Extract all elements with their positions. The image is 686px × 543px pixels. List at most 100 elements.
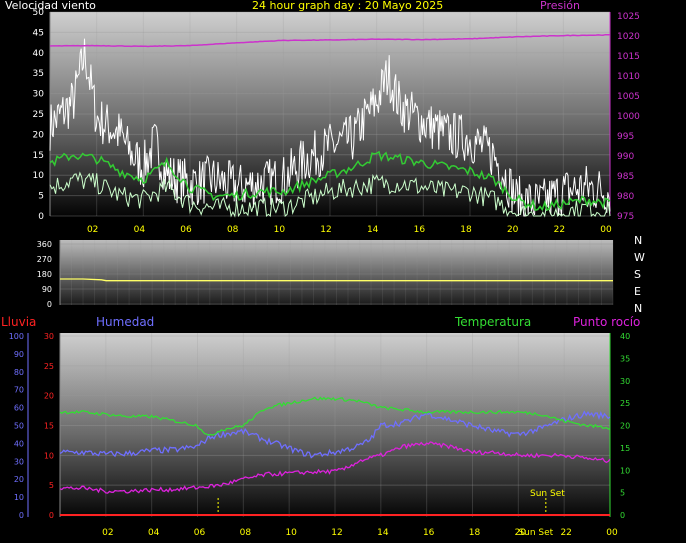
pressure-y-tick: 1015 (617, 52, 640, 62)
climate-x-tick: 10 (285, 528, 297, 538)
direction-letter: E (634, 285, 641, 298)
wind-x-tick: 04 (134, 225, 146, 235)
pressure-y-tick: 1010 (617, 72, 640, 82)
climate-x-tick: 12 (331, 528, 342, 538)
wind-x-tick: 22 (554, 225, 565, 235)
wind-y-tick: 5 (38, 192, 44, 202)
sunset-label: Sun Set (530, 489, 565, 499)
wind-x-tick: 10 (274, 225, 286, 235)
wind-x-tick: 00 (600, 225, 612, 235)
wind-y-tick: 15 (33, 151, 44, 161)
chart-title: 24 hour graph day : 20 Mayo 2025 (252, 0, 444, 12)
climate-x-tick: 02 (102, 528, 113, 538)
tick-labels: 0510152025303540455097598098599099510001… (9, 8, 645, 538)
wind-series (49, 33, 611, 218)
climate-x-tick: 04 (148, 528, 160, 538)
humedad-y-tick: 10 (44, 451, 54, 460)
pressure-y-tick: 1020 (617, 32, 640, 42)
lluvia-y-tick: 100 (9, 332, 24, 341)
direction-series (60, 278, 613, 282)
wind-x-tick: 20 (507, 225, 519, 235)
wind-y-tick: 50 (33, 8, 45, 18)
wind-x-tick: 14 (367, 225, 379, 235)
pressure-y-tick: 995 (617, 132, 634, 142)
climate-x-tick: 00 (606, 528, 618, 538)
temperatura-y-tick: 30 (620, 377, 630, 386)
lluvia-y-tick: 10 (14, 493, 24, 502)
wind-avg-series (49, 150, 611, 212)
wind-y-tick: 30 (33, 90, 45, 100)
temperatura-y-tick: 15 (620, 444, 630, 453)
climate-panel-bg (60, 333, 610, 517)
climate-series (59, 396, 611, 517)
climate-x-tick: 08 (240, 528, 252, 538)
humedad-series (59, 410, 611, 459)
climate-x-tick: 14 (377, 528, 389, 538)
punto-rocio-label: Punto rocío (573, 315, 641, 329)
lluvia-label: Lluvia (1, 315, 37, 329)
direction-series (60, 278, 613, 282)
direction-y-tick: 90 (42, 285, 52, 294)
temperatura-y-tick: 5 (620, 489, 625, 498)
direction-y-tick: 180 (37, 270, 52, 279)
lluvia-y-tick: 30 (14, 457, 24, 466)
humedad-y-tick: 0 (49, 511, 54, 520)
temperatura-y-tick: 0 (620, 511, 625, 520)
direction-letter: S (634, 268, 641, 281)
direction-letter: W (634, 251, 645, 264)
wind-x-tick: 18 (460, 225, 472, 235)
wind-x-tick: 08 (227, 225, 239, 235)
temperatura-y-tick: 10 (620, 466, 630, 475)
temperatura-y-tick: 20 (620, 422, 630, 431)
wind-y-tick: 25 (33, 110, 44, 120)
lluvia-y-tick: 80 (14, 368, 24, 377)
lluvia-y-tick: 0 (19, 511, 24, 520)
wind-x-tick: 16 (414, 225, 426, 235)
lluvia-y-tick: 60 (14, 404, 24, 413)
humedad-y-tick: 5 (49, 481, 54, 490)
lluvia-y-tick: 50 (14, 422, 24, 431)
pressure-y-tick: 1005 (617, 92, 640, 102)
wind-y-tick: 20 (33, 130, 45, 140)
climate-x-tick: 06 (194, 528, 206, 538)
wind-x-tick: 12 (320, 225, 331, 235)
direction-y-tick: 0 (47, 300, 52, 309)
climate-x-tick: 20 (515, 528, 527, 538)
temperatura-label: Temperatura (455, 315, 532, 329)
temperatura-y-tick: 35 (620, 354, 630, 363)
punto-rocio-series (59, 441, 611, 494)
wind-min-series (49, 171, 611, 218)
lluvia-y-tick: 40 (14, 439, 24, 448)
humedad-y-tick: 30 (44, 332, 54, 341)
pressure-y-tick: 985 (617, 172, 634, 182)
pressure-y-tick: 990 (617, 152, 634, 162)
pressure-y-tick: 975 (617, 212, 634, 222)
temperatura-series (59, 396, 611, 437)
humedad-label: Humedad (96, 315, 155, 329)
humedad-y-tick: 20 (44, 392, 54, 401)
wind-y-tick: 45 (33, 28, 44, 38)
pressure-series (49, 33, 610, 48)
wind-y-tick: 10 (33, 171, 45, 181)
direction-panel-bg (60, 240, 613, 305)
climate-x-tick: 16 (423, 528, 435, 538)
pressure-y-tick: 980 (617, 192, 634, 202)
temperatura-y-tick: 40 (620, 332, 630, 341)
temperatura-y-tick: 25 (620, 399, 630, 408)
wind-grid (50, 11, 611, 217)
wind-gust-series (49, 38, 611, 217)
direction-letter: N (634, 234, 642, 247)
wind-x-tick: 02 (87, 225, 98, 235)
lluvia-y-tick: 70 (14, 386, 24, 395)
direction-y-tick: 360 (37, 240, 52, 249)
wind-y-tick: 40 (33, 49, 45, 59)
pressure-y-tick: 1025 (617, 12, 640, 22)
wind-x-tick: 06 (180, 225, 192, 235)
climate-x-tick: 22 (560, 528, 571, 538)
direction-y-tick: 270 (37, 255, 52, 264)
lluvia-y-tick: 90 (14, 350, 24, 359)
wind-y-tick: 0 (38, 212, 44, 222)
humedad-y-tick: 25 (44, 362, 54, 371)
pressure-y-tick: 1000 (617, 112, 640, 122)
